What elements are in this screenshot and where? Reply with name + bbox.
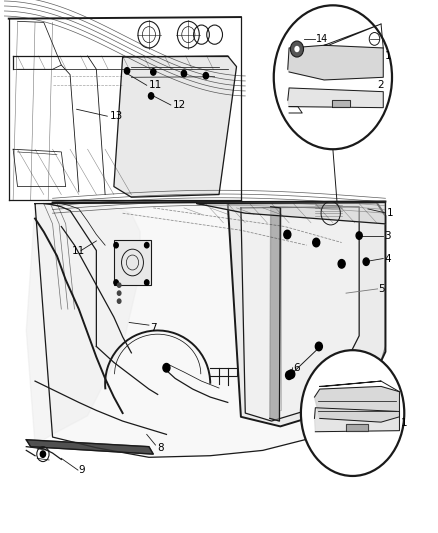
Text: 1: 1	[385, 51, 391, 61]
Text: 13: 13	[110, 111, 123, 121]
Polygon shape	[114, 56, 237, 197]
Circle shape	[163, 364, 170, 372]
Text: 14: 14	[316, 34, 328, 44]
Circle shape	[145, 280, 149, 285]
Polygon shape	[26, 204, 140, 445]
Polygon shape	[270, 207, 280, 421]
Circle shape	[286, 371, 293, 379]
Text: 12: 12	[173, 100, 186, 110]
Polygon shape	[314, 408, 399, 432]
Text: 11: 11	[72, 246, 85, 255]
Circle shape	[315, 342, 322, 351]
Text: 7: 7	[150, 323, 156, 333]
Circle shape	[40, 451, 46, 457]
Polygon shape	[288, 88, 383, 108]
Circle shape	[181, 70, 187, 77]
Circle shape	[338, 260, 345, 268]
Circle shape	[313, 238, 320, 247]
Polygon shape	[197, 203, 385, 224]
Polygon shape	[314, 386, 399, 422]
Polygon shape	[35, 201, 385, 457]
Text: 4: 4	[385, 254, 391, 263]
FancyBboxPatch shape	[114, 240, 151, 285]
Text: 8: 8	[157, 443, 163, 453]
Polygon shape	[332, 100, 350, 107]
Circle shape	[290, 41, 304, 57]
Circle shape	[151, 69, 156, 75]
Circle shape	[301, 350, 404, 476]
Circle shape	[203, 72, 208, 79]
Polygon shape	[228, 203, 385, 426]
Circle shape	[145, 243, 149, 248]
Circle shape	[363, 258, 369, 265]
Text: 1: 1	[401, 418, 408, 427]
Circle shape	[294, 46, 300, 52]
Circle shape	[114, 243, 118, 248]
Circle shape	[114, 280, 118, 285]
Circle shape	[117, 283, 121, 287]
Text: 3: 3	[385, 231, 391, 240]
Text: 11: 11	[149, 80, 162, 90]
Polygon shape	[288, 45, 383, 80]
Circle shape	[274, 5, 392, 149]
Circle shape	[117, 299, 121, 303]
Polygon shape	[346, 424, 368, 431]
Text: 1: 1	[386, 208, 393, 217]
Polygon shape	[241, 207, 359, 421]
Circle shape	[148, 93, 154, 99]
Circle shape	[124, 68, 130, 74]
Circle shape	[356, 232, 362, 239]
Polygon shape	[26, 440, 153, 454]
Circle shape	[284, 230, 291, 239]
Circle shape	[117, 291, 121, 295]
Text: 6: 6	[293, 363, 300, 373]
Text: 5: 5	[378, 284, 385, 294]
Circle shape	[288, 370, 295, 378]
Text: 2: 2	[378, 80, 384, 90]
Text: 9: 9	[79, 465, 85, 475]
